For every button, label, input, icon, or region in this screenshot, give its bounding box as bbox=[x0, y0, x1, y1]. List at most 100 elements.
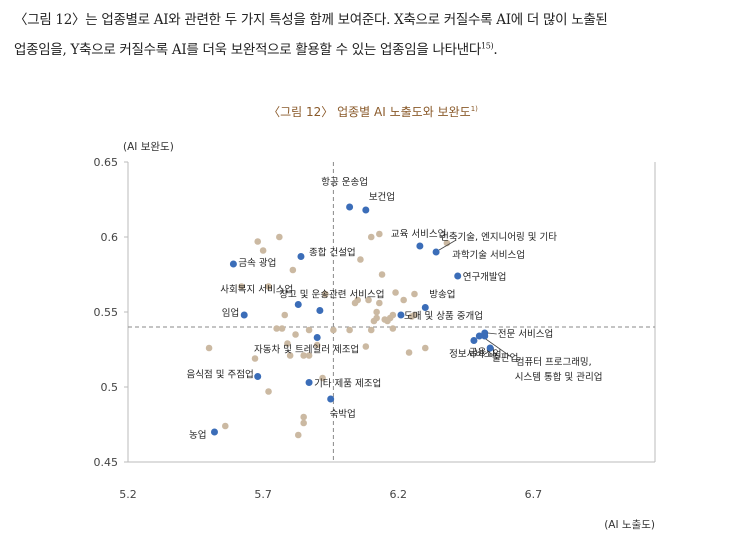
x-tick-label: 6.7 bbox=[525, 488, 543, 501]
x-axis-label: (AI 노출도) bbox=[604, 519, 655, 531]
y-tick-label: 0.6 bbox=[101, 231, 119, 244]
industry-point-label: 도매 및 상품 중개업 bbox=[404, 310, 483, 322]
y-tick-label: 0.45 bbox=[94, 456, 119, 469]
industry-point-label: 출판업 bbox=[492, 352, 518, 364]
industry-point-highlighted bbox=[416, 242, 424, 250]
chart-title-footnote: 1) bbox=[471, 105, 478, 113]
industry-point-highlighted bbox=[421, 304, 429, 311]
industry-point-highlighted bbox=[316, 307, 324, 314]
industry-point-label: 종합 건설업 bbox=[309, 247, 356, 259]
y-axis-label: (AI 보완도) bbox=[123, 140, 174, 153]
chart-title: 〈그림 12〉 업종별 AI 노출도와 보완도1) bbox=[268, 105, 478, 119]
y-tick-label: 0.5 bbox=[101, 381, 119, 394]
label-leader-line bbox=[438, 239, 457, 251]
industry-point-other bbox=[330, 326, 337, 334]
industry-point-other bbox=[321, 290, 329, 298]
industry-point-highlighted bbox=[470, 337, 478, 344]
industry-point-label: 방송업 bbox=[429, 289, 455, 301]
industry-point-other bbox=[205, 344, 213, 352]
industry-point-highlighted bbox=[397, 311, 405, 319]
industry-point-other bbox=[294, 431, 302, 439]
industry-point-other bbox=[346, 326, 353, 334]
industry-point-label: 시스템 통합 및 관리업 bbox=[515, 371, 603, 383]
industry-point-other bbox=[378, 271, 386, 278]
industry-point-other bbox=[373, 314, 380, 322]
industry-point-highlighted bbox=[294, 301, 302, 308]
intro-text-line-1: 〈그림 12〉는 업종별로 AI와 관련한 두 가지 특성을 함께 보여준다. … bbox=[14, 12, 608, 28]
industry-point-highlighted bbox=[346, 203, 354, 211]
industry-point-other bbox=[238, 283, 245, 290]
chart-title-text: 〈그림 12〉 업종별 AI 노출도와 보완도 bbox=[268, 105, 471, 119]
industry-point-other bbox=[411, 311, 418, 319]
industry-point-label: 농업 bbox=[189, 429, 206, 441]
industry-point-highlighted bbox=[475, 332, 483, 340]
industry-point-other bbox=[373, 308, 380, 316]
industry-point-other bbox=[305, 352, 313, 359]
industry-point-other bbox=[265, 283, 272, 290]
industry-point-label: 보건업 bbox=[369, 191, 395, 203]
label-leader-line bbox=[485, 338, 513, 359]
industry-point-other bbox=[300, 413, 307, 421]
industry-point-highlighted bbox=[305, 379, 313, 386]
industry-point-highlighted bbox=[210, 428, 218, 436]
industry-point-label: 숙박업 bbox=[330, 408, 356, 420]
industry-point-other bbox=[286, 352, 294, 359]
industry-point-label: 건축기술, 엔지니어링 및 기타 bbox=[440, 231, 557, 243]
x-tick-label: 5.2 bbox=[119, 488, 137, 501]
industry-point-label: 전문 서비스업 bbox=[498, 328, 553, 340]
label-leader-line bbox=[487, 332, 497, 335]
industry-point-other bbox=[354, 296, 362, 304]
industry-point-other bbox=[400, 296, 407, 304]
industry-point-other bbox=[259, 247, 267, 254]
industry-point-other bbox=[300, 352, 307, 359]
industry-point-label: 컴퓨터 프로그래밍, bbox=[516, 356, 592, 368]
industry-point-other bbox=[362, 343, 370, 350]
industry-point-other bbox=[389, 311, 397, 319]
industry-point-highlighted bbox=[432, 248, 440, 256]
industry-point-other bbox=[305, 326, 313, 334]
industry-point-label: 금속 광업 bbox=[238, 257, 276, 269]
industry-point-other bbox=[265, 388, 272, 395]
industry-point-other bbox=[365, 296, 372, 304]
industry-point-highlighted bbox=[297, 253, 305, 260]
industry-point-other bbox=[367, 233, 375, 241]
industry-point-label: 자동차 및 트레일러 제조업 bbox=[254, 344, 359, 356]
industry-point-other bbox=[389, 325, 397, 332]
industry-point-highlighted bbox=[327, 395, 335, 403]
industry-point-other bbox=[376, 299, 383, 307]
industry-point-highlighted bbox=[240, 311, 248, 319]
industry-point-other bbox=[367, 326, 375, 334]
industry-point-other bbox=[376, 230, 383, 238]
x-tick-label: 6.2 bbox=[390, 488, 408, 501]
y-tick-label: 0.65 bbox=[94, 156, 119, 169]
industry-point-other bbox=[276, 233, 283, 241]
intro-text-line-2: 업종임을, Y축으로 커질수록 AI를 더욱 보완적으로 활용할 수 있는 업종… bbox=[14, 38, 498, 59]
industry-point-highlighted bbox=[481, 332, 489, 340]
industry-point-label: 사회복지 서비스업 bbox=[220, 284, 293, 296]
industry-point-label: 연구개발업 bbox=[463, 271, 507, 283]
industry-point-other bbox=[392, 289, 399, 296]
industry-point-label: 과학기술 서비스업 bbox=[452, 249, 525, 261]
industry-point-other bbox=[284, 340, 291, 347]
x-tick-label: 5.7 bbox=[254, 488, 272, 501]
industry-point-highlighted bbox=[362, 206, 370, 214]
industry-point-other bbox=[251, 355, 259, 362]
industry-point-other bbox=[254, 238, 262, 245]
industry-point-label: 임업 bbox=[222, 307, 239, 319]
industry-point-label: 음식점 및 주점업 bbox=[186, 369, 253, 381]
industry-point-label: 교육 서비스업 bbox=[391, 228, 446, 240]
industry-point-other bbox=[300, 419, 307, 427]
industry-point-other bbox=[357, 256, 364, 263]
industry-point-other bbox=[421, 344, 429, 352]
industry-point-other bbox=[273, 325, 280, 332]
industry-point-label: 기타 제품 제조업 bbox=[314, 378, 381, 390]
intro-text-line-2-body: 업종임을, Y축으로 커질수록 AI를 더욱 보완적으로 활용할 수 있는 업종… bbox=[14, 42, 481, 58]
industry-point-other bbox=[289, 266, 297, 274]
industry-point-other bbox=[278, 325, 286, 332]
industry-point-highlighted bbox=[454, 272, 462, 280]
industry-point-highlighted bbox=[486, 344, 494, 352]
y-tick-label: 0.55 bbox=[94, 306, 119, 319]
industry-point-other bbox=[292, 331, 299, 338]
industry-point-other bbox=[319, 374, 326, 382]
